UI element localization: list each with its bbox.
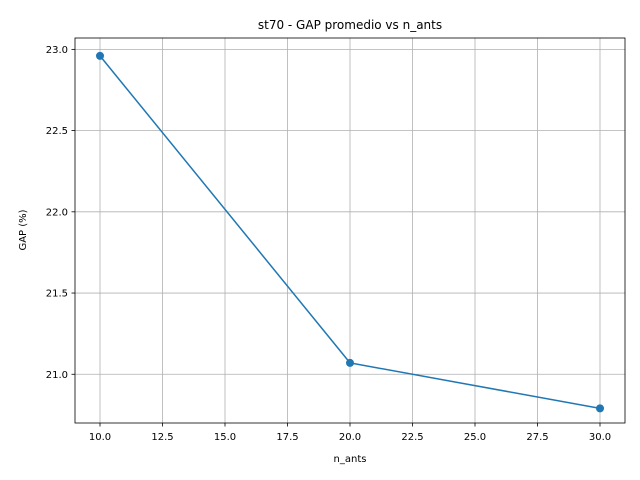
x-tick-label: 20.0 bbox=[339, 432, 361, 443]
y-axis-title: GAP (%) bbox=[18, 209, 29, 250]
y-tick-label: 21.5 bbox=[46, 289, 68, 300]
chart-title: st70 - GAP promedio vs n_ants bbox=[258, 18, 442, 32]
x-tick-label: 15.0 bbox=[214, 432, 236, 443]
x-tick-label: 10.0 bbox=[89, 432, 111, 443]
tick-layer: 10.0 12.5 15.0 17.5 20.0 22.5 25.0 27.5 30.0 21.0… bbox=[46, 45, 611, 443]
data-point bbox=[596, 404, 604, 413]
y-tick-label: 21.0 bbox=[46, 370, 68, 381]
x-tick-label: 22.5 bbox=[401, 432, 423, 443]
y-tick-label: 23.0 bbox=[46, 45, 68, 56]
y-tick-label: 22.5 bbox=[46, 126, 68, 137]
data-point bbox=[96, 51, 104, 60]
y-tick-label: 22.0 bbox=[46, 207, 68, 218]
data-point bbox=[346, 358, 354, 367]
grid-layer bbox=[75, 38, 625, 423]
x-tick-label: 25.0 bbox=[464, 432, 486, 443]
x-axis-title: n_ants bbox=[334, 454, 367, 465]
x-tick-label: 17.5 bbox=[276, 432, 298, 443]
series-layer bbox=[96, 51, 604, 413]
x-tick-label: 12.5 bbox=[151, 432, 173, 443]
x-tick-label: 27.5 bbox=[526, 432, 548, 443]
x-tick-label: 30.0 bbox=[589, 432, 611, 443]
